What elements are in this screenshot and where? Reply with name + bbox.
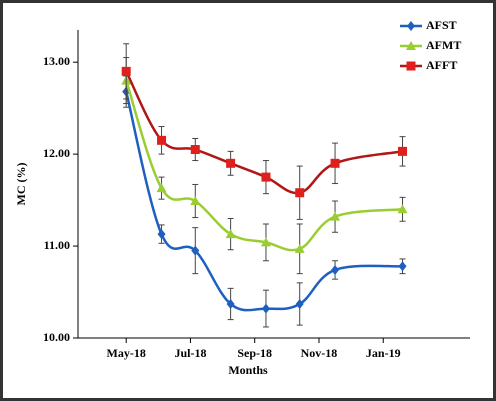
y-axis-label: MC (%) xyxy=(14,163,28,206)
marker xyxy=(157,135,167,145)
series-line xyxy=(124,91,403,312)
marker xyxy=(295,298,304,309)
x-tick-label: Jan-19 xyxy=(366,346,401,360)
marker xyxy=(407,21,415,31)
marker xyxy=(330,158,340,168)
marker xyxy=(226,158,236,168)
marker xyxy=(294,243,305,253)
marker xyxy=(406,41,416,50)
y-tick-label: 11.00 xyxy=(44,238,70,252)
marker xyxy=(191,245,200,256)
marker xyxy=(398,261,407,272)
legend-label: AFMT xyxy=(426,38,461,52)
marker xyxy=(261,172,271,182)
marker xyxy=(330,211,341,221)
marker xyxy=(260,237,271,247)
marker xyxy=(157,229,166,240)
marker xyxy=(121,66,131,76)
x-tick-label: Sep-18 xyxy=(237,346,272,360)
marker xyxy=(331,264,340,275)
y-tick-label: 10.00 xyxy=(43,330,70,344)
marker xyxy=(397,204,408,214)
x-tick-label: Jul-18 xyxy=(174,346,206,360)
marker xyxy=(225,229,236,239)
y-tick-label: 13.00 xyxy=(43,54,70,68)
marker xyxy=(406,61,416,71)
marker xyxy=(190,145,200,155)
legend-label: AFST xyxy=(426,18,457,32)
marker xyxy=(295,188,305,198)
marker xyxy=(261,303,270,314)
x-axis-label: Months xyxy=(228,363,268,377)
legend-label: AFFT xyxy=(426,58,457,72)
x-tick-label: May-18 xyxy=(107,346,146,360)
marker xyxy=(226,298,235,309)
marker xyxy=(156,183,167,193)
y-tick-label: 12.00 xyxy=(43,146,70,160)
marker xyxy=(190,196,201,206)
marker xyxy=(398,146,408,156)
x-tick-label: Nov-18 xyxy=(301,346,338,360)
